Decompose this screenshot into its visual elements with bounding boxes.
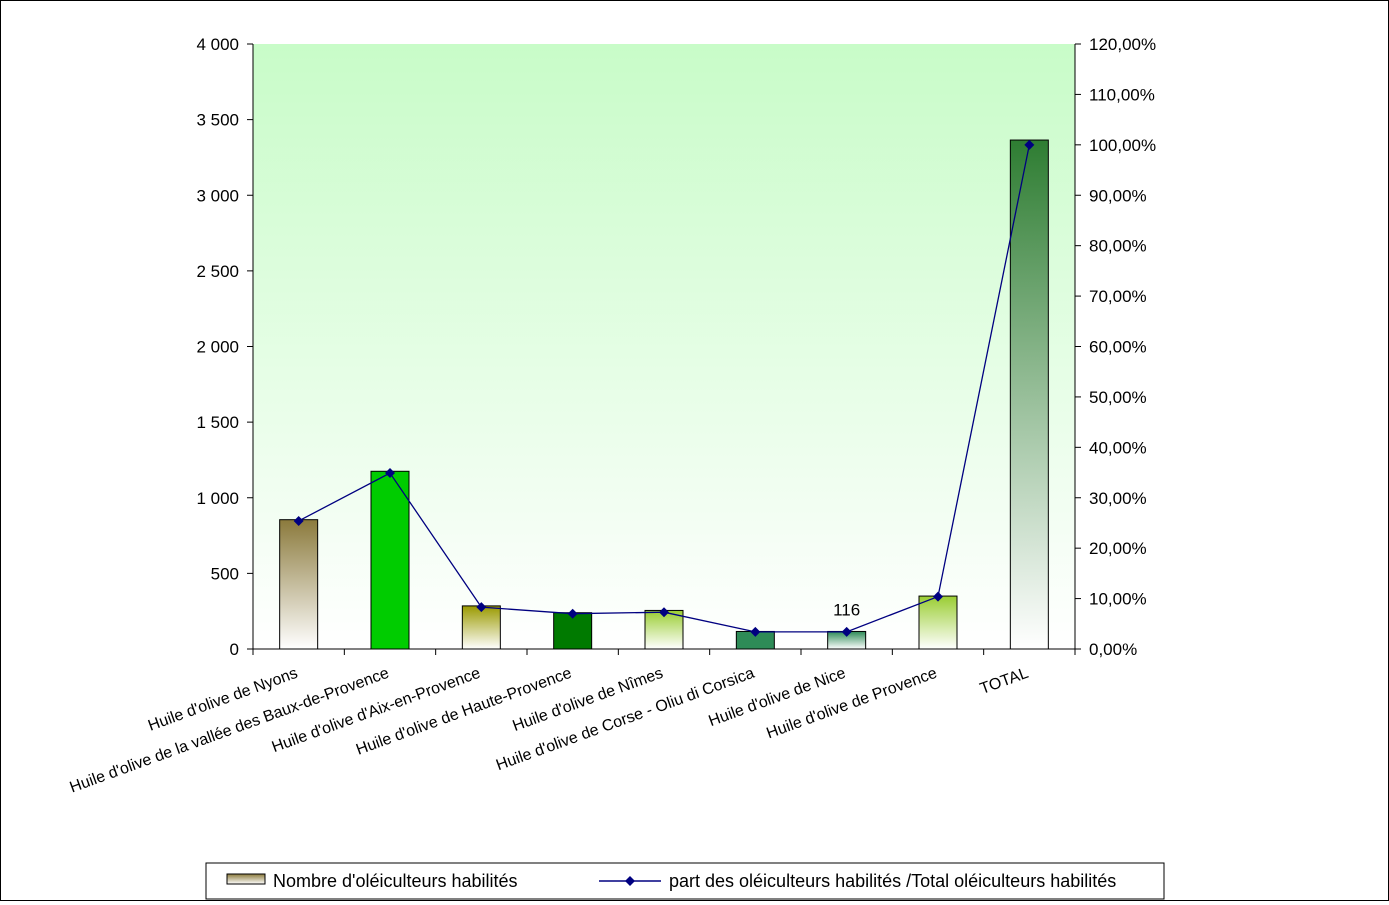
left-tick-label: 1 500 — [196, 413, 239, 432]
line-marker — [567, 608, 578, 619]
left-tick-label: 4 000 — [196, 35, 239, 54]
line-marker — [750, 626, 761, 637]
x-axis — [252, 648, 1076, 655]
legend-bar-label: Nombre d'oléiculteurs habilités — [273, 871, 518, 891]
line-series — [293, 139, 1035, 637]
legend-line-marker — [625, 876, 635, 886]
left-tick-label: 500 — [211, 564, 239, 583]
line-marker — [659, 607, 669, 618]
right-tick-label: 70,00% — [1089, 287, 1147, 306]
legend: Nombre d'oléiculteurs habilités part des… — [205, 862, 1165, 900]
line-marker — [841, 626, 852, 637]
data-label: 116 — [833, 600, 860, 619]
right-tick-label: 80,00% — [1089, 237, 1147, 256]
left-tick-label: 0 — [230, 640, 239, 659]
legend-box — [205, 862, 1165, 900]
right-tick-label: 90,00% — [1089, 186, 1147, 205]
right-tick-label: 60,00% — [1089, 338, 1147, 357]
line-marker — [476, 602, 487, 613]
right-tick-label: 100,00% — [1089, 136, 1156, 155]
line-marker — [1024, 139, 1035, 150]
bar — [279, 519, 319, 650]
left-tick-label: 3 500 — [196, 111, 239, 130]
right-tick-label: 20,00% — [1089, 539, 1147, 558]
bar — [553, 612, 593, 650]
right-tick-label: 120,00% — [1089, 35, 1156, 54]
right-tick-label: 0,00% — [1089, 640, 1137, 659]
bar — [918, 595, 958, 650]
left-tick-label: 1 000 — [196, 489, 239, 508]
line-marker — [933, 591, 943, 602]
bar — [461, 605, 501, 650]
right-tick-label: 50,00% — [1089, 388, 1147, 407]
right-tick-label: 10,00% — [1089, 590, 1147, 609]
line-marker — [385, 468, 395, 479]
data-labels: 116 — [833, 600, 860, 619]
left-tick-label: 2 000 — [196, 338, 239, 357]
bar — [1009, 139, 1049, 650]
left-y-axis: 0 500 1 000 1 500 2 000 2 500 3 000 3 500 4 000 — [196, 35, 254, 659]
bar — [370, 470, 410, 650]
legend-bar-swatch — [226, 873, 266, 885]
right-tick-label: 30,00% — [1089, 489, 1147, 508]
left-tick-label: 2 500 — [196, 262, 239, 281]
right-y-axis: 0,00% 10,00% 20,00% 30,00% 40,00% 50,00% 60,00… — [1074, 35, 1156, 659]
legend-line-label: part des oléiculteurs habilités /Total o… — [669, 871, 1116, 891]
category-label: TOTAL — [978, 665, 1031, 698]
left-tick-label: 3 000 — [196, 186, 239, 205]
bar-series — [279, 139, 1049, 650]
line-marker — [293, 515, 304, 526]
category-label: Huile d'olive de Provence — [764, 665, 939, 743]
right-tick-label: 40,00% — [1089, 438, 1147, 457]
right-tick-label: 110,00% — [1089, 85, 1155, 104]
